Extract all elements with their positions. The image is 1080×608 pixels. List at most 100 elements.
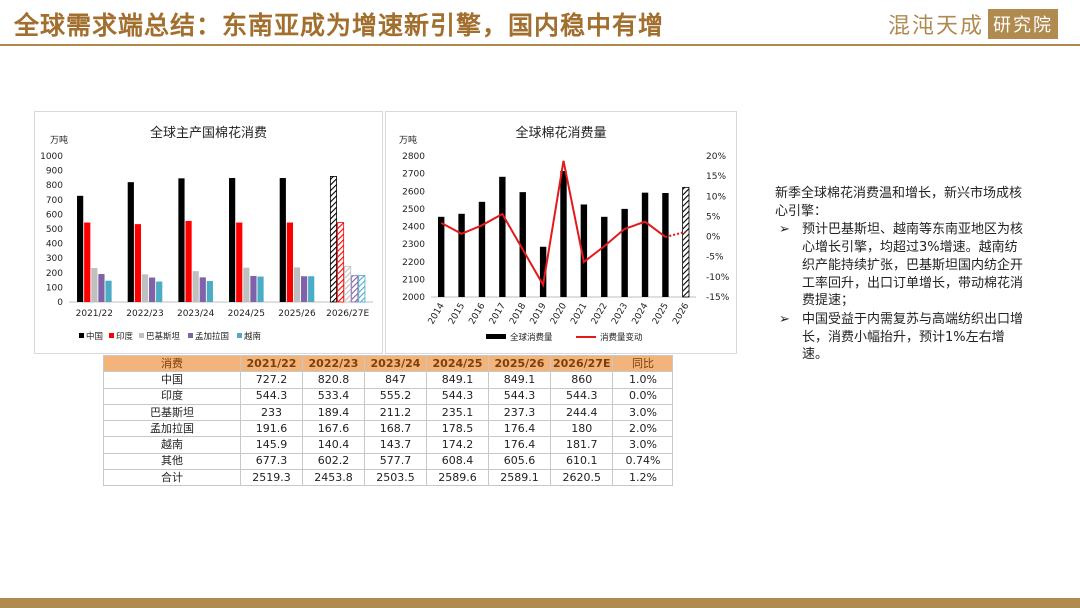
table-header-row: 消费 2021/22 2022/23 2023/24 2024/25 2025/26 202…: [103, 354, 674, 373]
bar: [641, 192, 649, 297]
table-cell: 168.7: [364, 420, 427, 438]
y-tick-label: 800: [46, 181, 63, 191]
table-cell: 176.4: [488, 436, 551, 454]
table-cell: 244.4: [549, 403, 614, 422]
bar: [127, 182, 134, 302]
table-cell: 中国: [103, 371, 241, 389]
table-cell: 178.5: [426, 420, 489, 438]
table-row: 中国 727.2 820.8 847 849.1 849.1 860 1.0%: [103, 371, 674, 389]
y-tick-label: 2100: [402, 275, 425, 285]
legend-label: 全球消费量: [510, 332, 553, 343]
bar: [192, 271, 199, 302]
y-axis-unit: 万吨: [399, 136, 418, 146]
table-cell: 544.3: [488, 387, 551, 405]
table-cell: 140.4: [302, 436, 365, 454]
table-cell: 727.2: [240, 371, 303, 389]
bar: [250, 275, 257, 302]
bar: [458, 213, 465, 297]
bar: [178, 178, 185, 302]
table-cell: 677.3: [240, 452, 303, 471]
y-tick-label: 1000: [40, 152, 63, 162]
table-cell: 860: [549, 371, 614, 389]
table-cell: 3.0%: [612, 436, 674, 454]
legend-swatch: [109, 333, 114, 338]
table-cell: 233: [240, 403, 303, 422]
bar: [308, 276, 315, 302]
x-tick-label: 2022: [590, 302, 610, 327]
bar: [243, 267, 250, 302]
x-tick-label: 2016: [467, 301, 487, 326]
table-cell: 174.2: [426, 436, 489, 454]
line-series: [440, 160, 667, 288]
table-cell: 印度: [103, 387, 241, 405]
table-cell: 143.7: [364, 436, 427, 454]
page-title: 全球需求端总结：东南亚成为增速新引擎，国内稳中有增: [14, 11, 665, 40]
bar: [206, 281, 213, 302]
legend-swatch: [139, 333, 144, 338]
table-row: 合计 2519.3 2453.8 2503.5 2589.6 2589.1 2620.5 1.…: [103, 469, 674, 487]
bar: [539, 246, 547, 297]
legend-label: 印度: [116, 331, 134, 342]
table-cell: 越南: [103, 436, 241, 454]
y-tick-label: 100: [46, 283, 63, 293]
chart-svg: 2000 2100 2200 2300 2400 2500 2600 2700 2800 -15%…: [402, 152, 730, 343]
table-cell: 608.4: [426, 452, 489, 471]
y-tick-label: 2700: [402, 170, 425, 180]
logo-text: 混沌天成: [887, 14, 984, 39]
x-tick-label: 2018: [508, 301, 528, 326]
table-row: 其他 677.3 602.2 577.7 608.4 605.6 610.1 0.74%: [103, 452, 674, 471]
title-rule: [0, 44, 1080, 46]
commentary-lead: 新季全球棉花消费温和增长，新兴市场成核心引擎：: [775, 186, 1023, 219]
table-cell: 巴基斯坦: [103, 403, 241, 422]
x-tick-label: 2024: [631, 301, 651, 326]
x-tick-label: 2023: [610, 302, 630, 327]
chart-panel-global: 全球棉花消费量 万吨 2000 2100 2200 2300 2400 2500 2600 2…: [385, 111, 737, 354]
bar: [580, 204, 588, 297]
bar: [437, 216, 445, 297]
bar: [621, 208, 628, 297]
x-tick-label: 2025/26: [278, 309, 316, 319]
y2-tick-label: 20%: [706, 152, 726, 162]
bar: [91, 267, 98, 302]
bar: [236, 222, 243, 302]
x-tick-label: 2020: [549, 301, 569, 326]
y-tick-label: 2500: [402, 205, 425, 215]
bar: [560, 170, 567, 297]
bar: [98, 274, 105, 302]
x-tick-label: 2026/27E: [326, 309, 369, 319]
table-cell: 2589.1: [488, 469, 551, 487]
commentary-bullet: ➢ 中国受益于内需复苏与高端纺织出口增长，消费小幅抬升，预计1%左右增速。: [775, 311, 1023, 364]
bar: [344, 265, 352, 303]
bar: [84, 222, 91, 302]
table-header-cell: 2023/24: [364, 354, 427, 373]
y-tick-label: 2300: [402, 240, 425, 250]
table-cell: 211.2: [364, 403, 427, 422]
table-cell: 237.3: [488, 403, 551, 422]
table-cell: 176.4: [488, 420, 551, 438]
legend-label: 孟加拉国: [195, 331, 229, 342]
y-tick-label: 400: [46, 240, 63, 250]
table-cell: 2503.5: [364, 469, 427, 487]
bar: [682, 186, 690, 298]
chart-title: 全球主产国棉花消费: [149, 126, 267, 141]
bar: [141, 274, 149, 302]
y2-tick-label: 5%: [706, 212, 721, 222]
table-cell: 2519.3: [240, 469, 303, 487]
legend-swatch: [188, 333, 193, 338]
table-row: 巴基斯坦 233 189.4 211.2 235.1 237.3 244.4 3.0%: [103, 403, 674, 422]
table-cell: 533.4: [302, 387, 365, 405]
bullet-arrow-icon: ➢: [779, 222, 790, 238]
commentary-list: ➢ 预计巴基斯坦、越南等东南亚地区为核心增长引擎，均超过3%增速。越南纺织产能持…: [775, 221, 1023, 364]
table-cell: 0.0%: [612, 387, 674, 405]
table-header-cell: 2022/23: [302, 354, 365, 373]
y-tick-label: 500: [46, 225, 63, 235]
chart-panel-producers: 全球主产国棉花消费 万吨 0 100 200 300 400 500 600 700 800 90…: [34, 111, 383, 354]
table-header-cell: 2026/27E: [549, 354, 614, 373]
table-cell: 0.74%: [612, 452, 674, 471]
table-cell: 2.0%: [612, 420, 674, 438]
y-tick-label: 2400: [402, 223, 425, 233]
bar: [478, 201, 486, 297]
table-cell: 544.3: [240, 387, 303, 405]
table-cell: 189.4: [302, 403, 365, 422]
x-tick-label: 2023/24: [177, 309, 215, 319]
